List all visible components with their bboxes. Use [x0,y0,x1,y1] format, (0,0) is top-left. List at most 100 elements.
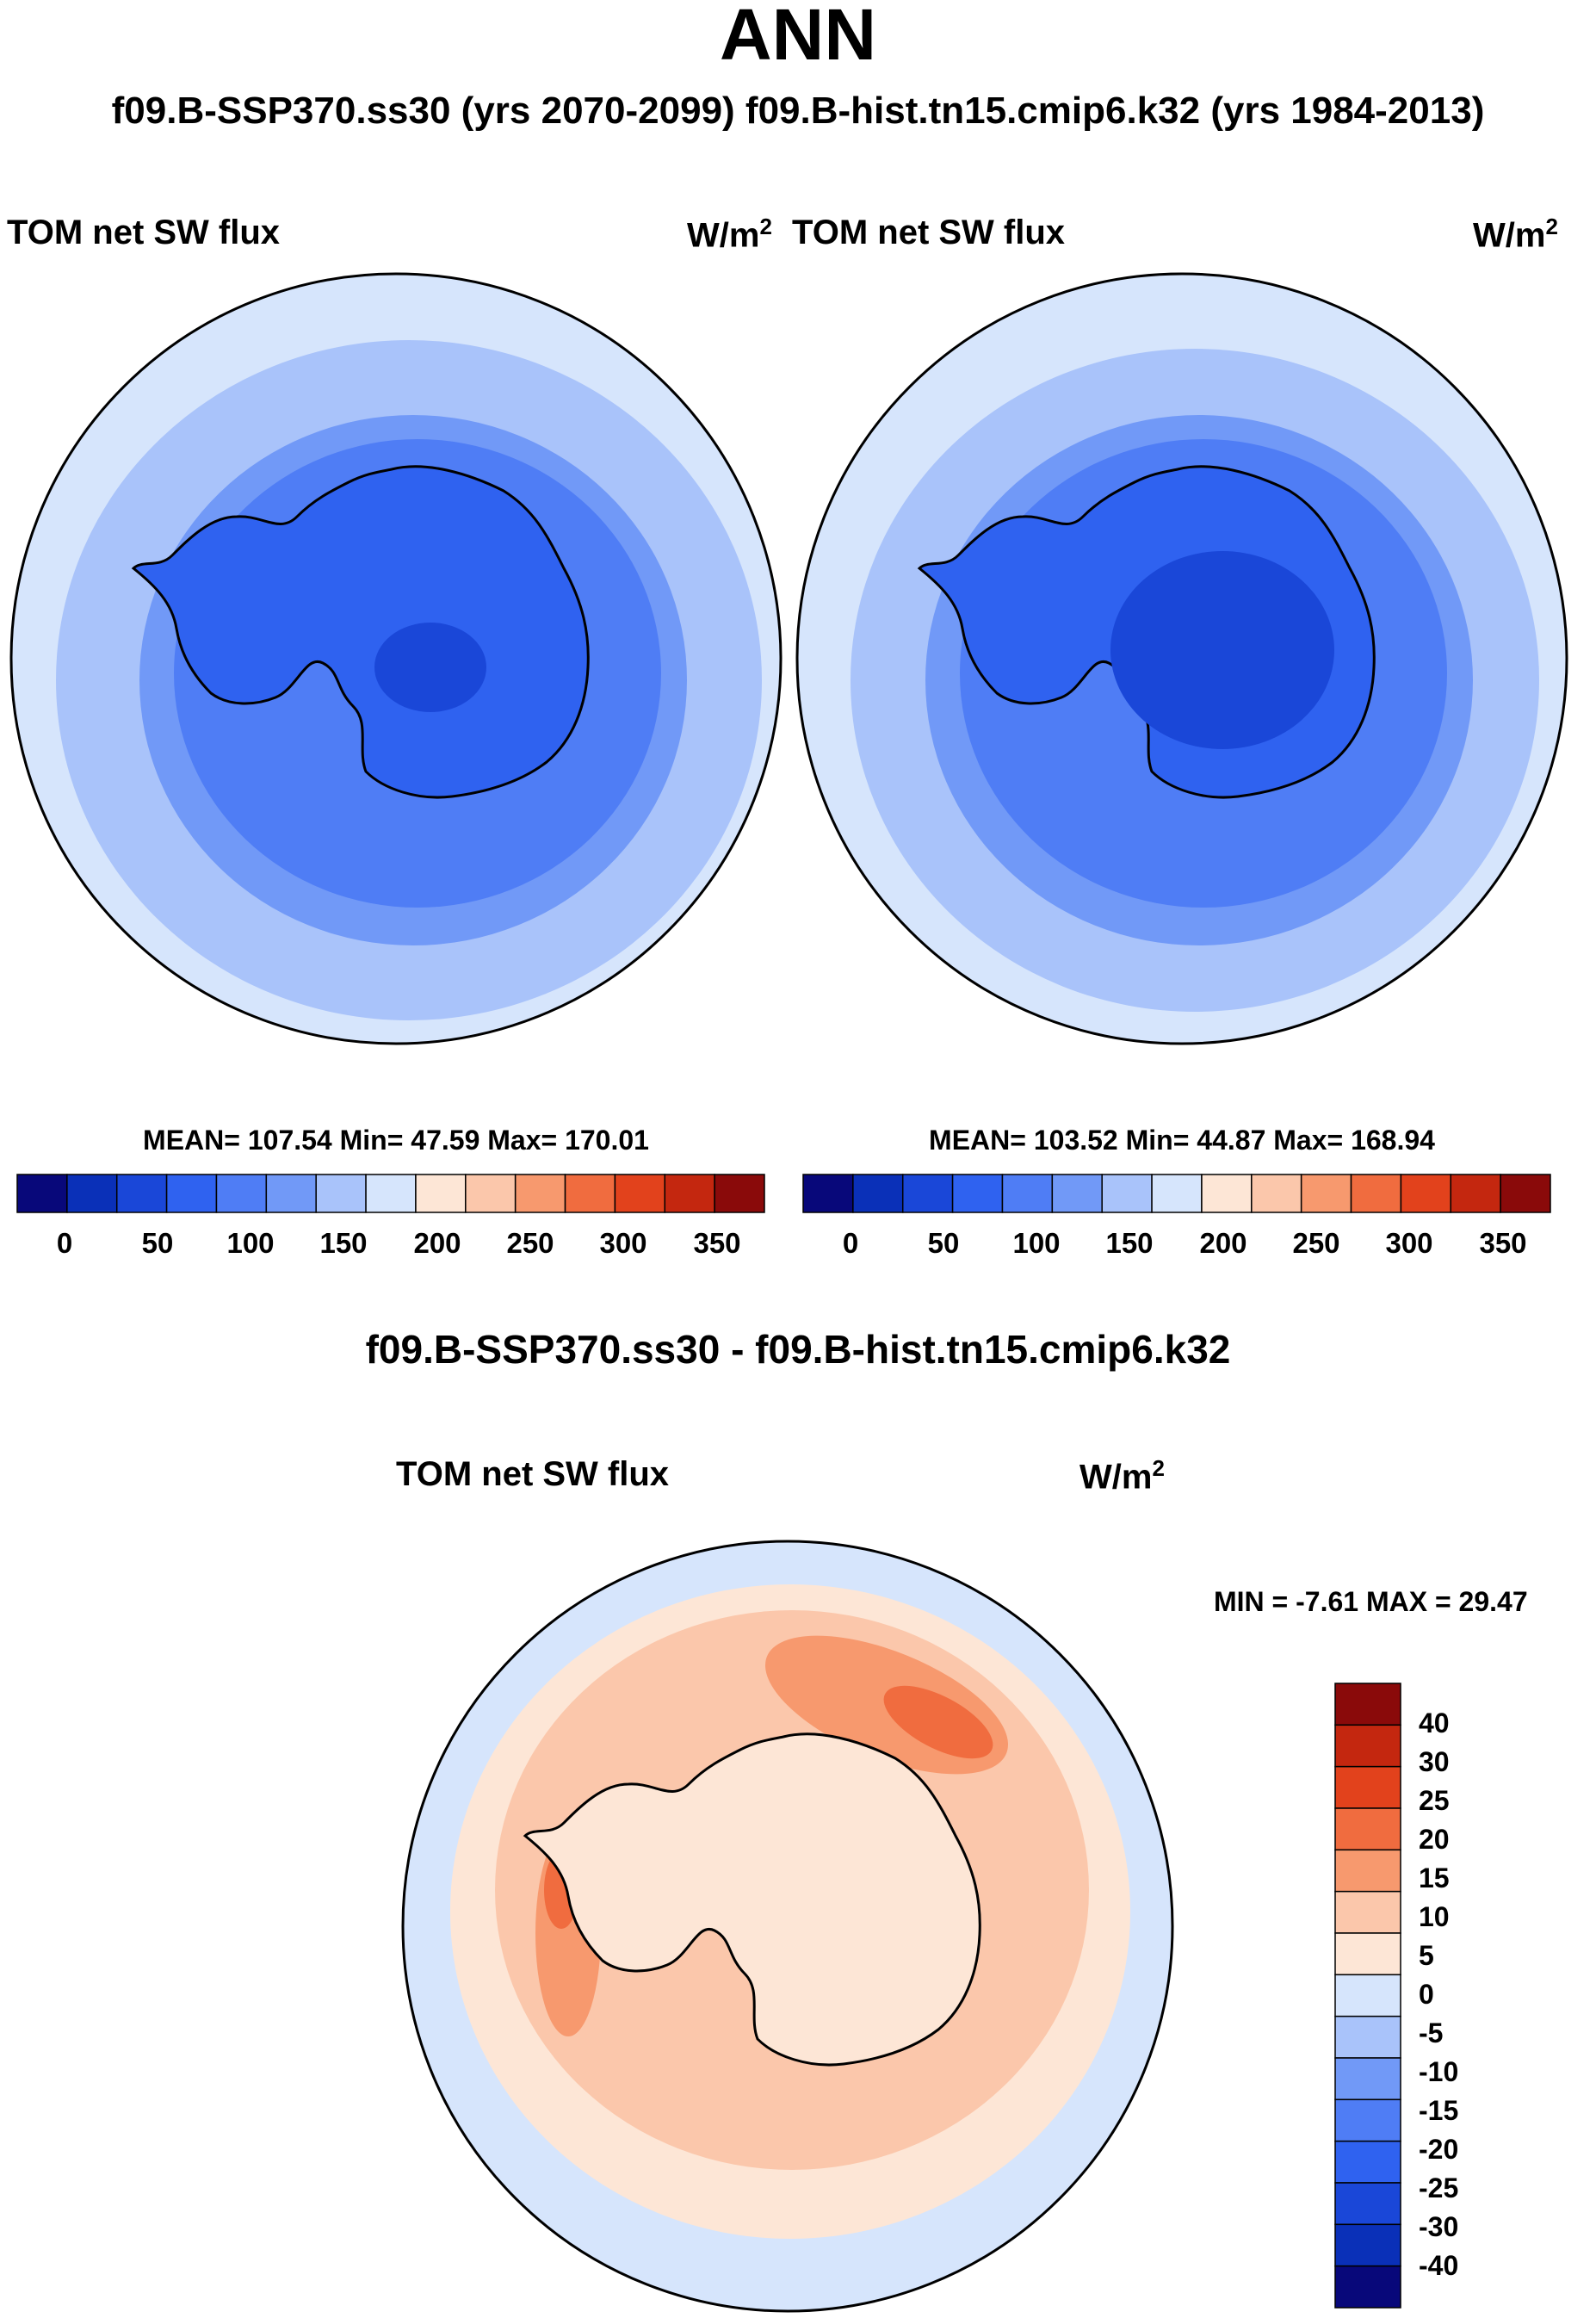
colorbar2-swatch [1001,1174,1054,1213]
cb1-tick: 350 [693,1227,741,1259]
difference-panel-title: TOM net SW flux [396,1455,670,1493]
colorbar1-swatch [16,1174,68,1213]
colorbar1-swatch [514,1174,566,1213]
cb3-tick: -30 [1419,2211,1459,2242]
map1-border [9,272,783,1045]
colorbar2-swatch [951,1174,1004,1213]
panel1-unit: W/m2 [687,214,772,255]
map1-plateau [374,623,486,712]
cb1-tick: 100 [226,1227,275,1259]
colorbar-diff-swatch [1334,2057,1401,2101]
cb3-tick: -5 [1419,2017,1444,2048]
colorbar2-swatch [1101,1174,1153,1213]
cb2-tick: 50 [927,1227,960,1259]
map3 [401,1540,1174,2313]
colorbar2-swatch [1151,1174,1203,1213]
colorbar1-swatch [215,1174,268,1213]
colorbar-diff-swatch [1334,2182,1401,2226]
colorbar1-swatch [714,1174,765,1213]
cb3-tick: 10 [1419,1901,1450,1932]
colorbar1-swatch [265,1174,317,1213]
panel1-title: TOM net SW flux [7,214,281,251]
colorbar1-swatch [465,1174,517,1213]
colorbar2-swatch [1300,1174,1352,1213]
cb3-tick: 30 [1419,1746,1450,1777]
colorbar1-swatch [165,1174,218,1213]
colorbar2-swatch [1051,1174,1103,1213]
colorbar1-swatch [315,1174,367,1213]
cb2-tick: 0 [842,1227,859,1259]
map3-ne-core [883,1685,993,1759]
colorbar1-swatch [66,1174,118,1213]
colorbar-diff-swatch [1334,1932,1401,1976]
panel2-unit: W/m2 [1473,214,1558,255]
cb3-tick: 20 [1419,1824,1450,1855]
colorbar-diff-swatch [1334,1849,1401,1893]
colorbar-diff [1334,1683,1401,2309]
difference-title: f09.B-SSP370.ss30 - f09.B-hist.tn15.cmip… [365,1327,1231,1372]
difference-minmax: MIN = -7.61 MAX = 29.47 [1214,1586,1528,1617]
cb1-tick: 150 [319,1227,368,1259]
cb3-tick: 0 [1419,1979,1434,2010]
difference-unit: W/m2 [1079,1455,1165,1497]
cb3-tick: 25 [1419,1785,1450,1816]
panel1-stats: MEAN= 107.54 Min= 47.59 Max= 170.01 [143,1125,649,1156]
colorbar2 [802,1174,1551,1213]
colorbar-diff-swatch [1334,1765,1401,1809]
colorbar1-swatch [115,1174,168,1213]
colorbar-diff-swatch [1334,1807,1401,1851]
cb3-tick: -20 [1419,2134,1459,2165]
colorbar1-swatch [664,1174,715,1213]
cb3-tick: 15 [1419,1862,1450,1893]
colorbar2-swatch [852,1174,904,1213]
cb2-tick: 200 [1199,1227,1247,1259]
colorbar-diff-swatch [1334,2223,1401,2267]
map3-border [401,1540,1174,2313]
colorbar-diff-swatch [1334,1890,1401,1934]
colorbar-diff-swatch [1334,2015,1401,2059]
cb3-tick: 40 [1419,1708,1450,1738]
colorbar2-swatch [1251,1174,1302,1213]
colorbar1-swatch [415,1174,467,1213]
cb3-tick: -15 [1419,2095,1459,2126]
cb1-tick: 250 [506,1227,554,1259]
cb3-tick: -40 [1419,2250,1459,2281]
cb1-tick: 0 [56,1227,73,1259]
cb2-tick: 100 [1012,1227,1061,1259]
colorbar2-swatch [1350,1174,1402,1213]
colorbar1-swatch [614,1174,666,1213]
cb2-tick: 150 [1105,1227,1154,1259]
figure-title: ANN [720,0,876,75]
colorbar-diff-swatch [1334,2265,1401,2309]
cb2-tick: 350 [1479,1227,1527,1259]
cb1-tick: 300 [599,1227,647,1259]
cb2-tick: 250 [1292,1227,1340,1259]
cb3-tick: -10 [1419,2056,1459,2087]
colorbar2-swatch [901,1174,954,1213]
colorbar1-swatch [365,1174,417,1213]
cb1-tick: 50 [141,1227,174,1259]
map2-border [795,272,1568,1045]
colorbar2-swatch [1400,1174,1452,1213]
cb2-tick: 300 [1385,1227,1433,1259]
map2-plateau [1110,551,1334,749]
map1 [9,272,783,1045]
panel2-title: TOM net SW flux [792,214,1066,251]
colorbar1 [16,1174,765,1213]
colorbar-diff-swatch [1334,1683,1401,1726]
colorbar2-swatch [802,1174,854,1213]
cb3-tick: -25 [1419,2172,1459,2203]
colorbar-diff-swatch [1334,1974,1401,2017]
colorbar2-swatch [1450,1174,1501,1213]
colorbar2-swatch [1201,1174,1253,1213]
cb3-tick: 5 [1419,1940,1434,1971]
map2 [795,272,1568,1045]
colorbar-diff-swatch [1334,1724,1401,1768]
colorbar-diff-swatch [1334,2140,1401,2184]
colorbar-diff-swatch [1334,2098,1401,2142]
figure-subtitle: f09.B-SSP370.ss30 (yrs 2070-2099) f09.B-… [111,90,1485,132]
panel2-stats: MEAN= 103.52 Min= 44.87 Max= 168.94 [929,1125,1435,1156]
cb1-tick: 200 [413,1227,461,1259]
colorbar2-swatch [1500,1174,1551,1213]
